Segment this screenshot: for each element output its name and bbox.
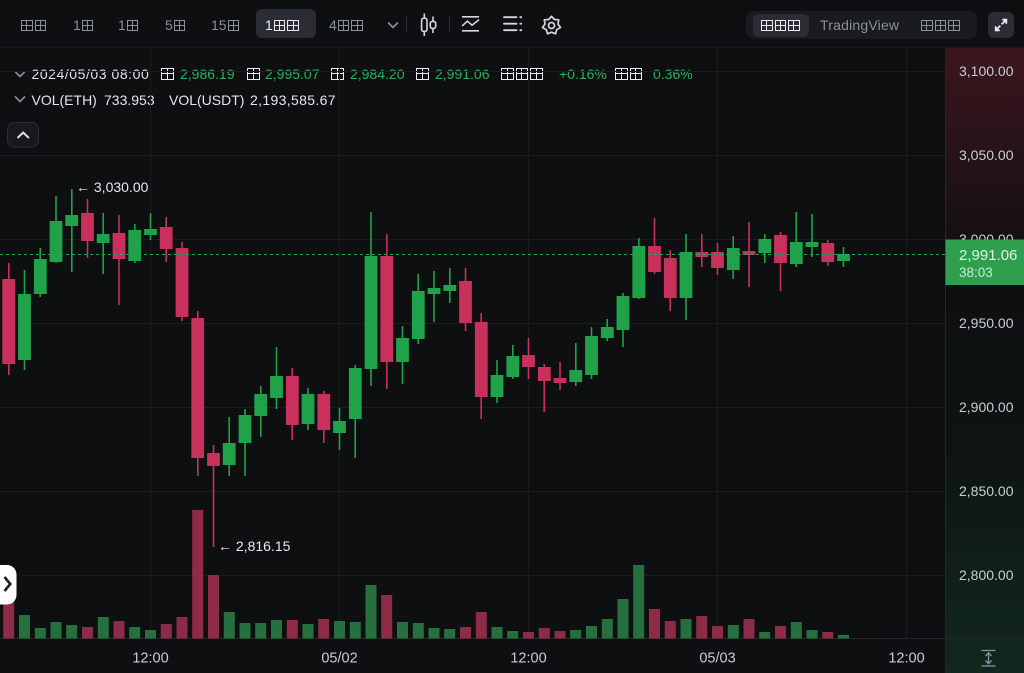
svg-text:05/02: 05/02 (321, 651, 357, 667)
svg-text:3,050.00: 3,050.00 (959, 147, 1014, 163)
svg-text:05/03: 05/03 (699, 651, 735, 667)
svg-text:2,800.00: 2,800.00 (959, 567, 1014, 583)
svg-text:3,100.00: 3,100.00 (959, 63, 1014, 79)
svg-text:12:00: 12:00 (132, 651, 168, 667)
svg-text:12:00: 12:00 (510, 651, 546, 667)
svg-text:12:00: 12:00 (888, 651, 924, 667)
svg-text:2,900.00: 2,900.00 (959, 399, 1014, 415)
svg-text:2,950.00: 2,950.00 (959, 315, 1014, 331)
svg-text:38:03: 38:03 (959, 265, 993, 280)
svg-text:← 2,816.15: ← 2,816.15 (218, 538, 291, 554)
svg-text:2,991.06: 2,991.06 (959, 247, 1017, 264)
svg-text:← 3,030.00: ← 3,030.00 (76, 179, 149, 195)
svg-text:2,850.00: 2,850.00 (959, 483, 1014, 499)
